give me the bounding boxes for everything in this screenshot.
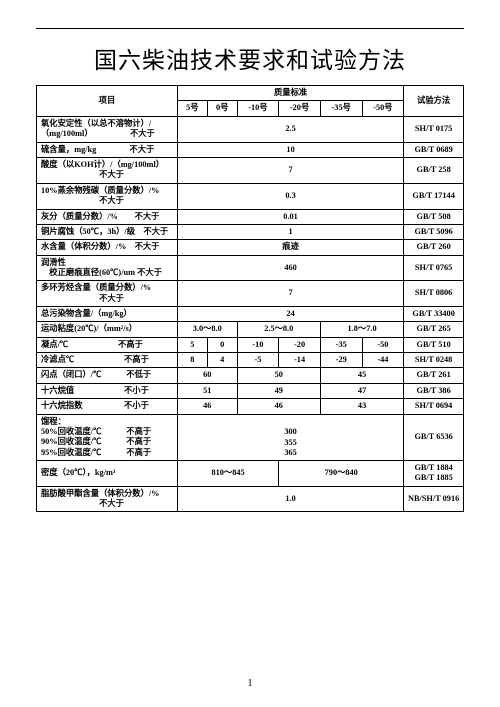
r7-m: GB/T 260 bbox=[404, 240, 464, 255]
r19-label: 脂肪酸甲酯含量（体积分数）/% 不大于 bbox=[37, 486, 178, 512]
r7-label: 水含量（体积分数）/% 不大于 bbox=[37, 240, 178, 255]
r13-2: -5 bbox=[237, 353, 279, 368]
r12-3: -20 bbox=[279, 337, 321, 352]
r13-1: 4 bbox=[207, 353, 237, 368]
r3-m: GB/T 258 bbox=[404, 158, 464, 184]
r8-label: 润滑性 校正磨痕直径(60℃)/um 不大于 bbox=[37, 255, 178, 281]
r12-label: 凝点/℃ 不高于 bbox=[37, 337, 178, 352]
hdr-spec: 质量标准 bbox=[177, 86, 403, 101]
r16-m: SH/T 0694 bbox=[404, 399, 464, 414]
r3-label: 酸度（以KOH计）/（mg/100ml） 不大于 bbox=[37, 158, 178, 184]
r3-val: 7 bbox=[177, 158, 403, 184]
r1-label: 氧化安定性（以总不溶物计）/（mg/100ml） 不大于 bbox=[37, 116, 178, 142]
r17-m: GB/T 6536 bbox=[404, 414, 464, 460]
r16-b: 46 bbox=[237, 399, 320, 414]
r4-m: GB/T 17144 bbox=[404, 183, 464, 209]
r1-val: 2.5 bbox=[177, 116, 403, 142]
r18-label: 密度（20℃），kg/m³ bbox=[37, 460, 178, 486]
r14-a: 60 bbox=[177, 368, 237, 383]
r14-m: GB/T 261 bbox=[404, 368, 464, 383]
r14-label: 闪点（闭口）/℃ 不低于 bbox=[37, 368, 178, 383]
r4-val: 0.3 bbox=[177, 183, 403, 209]
r13-m: SH/T 0248 bbox=[404, 353, 464, 368]
r12-0: 5 bbox=[177, 337, 207, 352]
r19-v: 1.0 bbox=[177, 486, 403, 512]
r18-a: 810～845 bbox=[177, 460, 278, 486]
r12-2: -10 bbox=[237, 337, 279, 352]
r15-m: GB/T 386 bbox=[404, 383, 464, 398]
r13-4: -29 bbox=[320, 353, 362, 368]
r16-a: 46 bbox=[177, 399, 237, 414]
doc-title: 国六柴油技术要求和试验方法 bbox=[36, 41, 464, 75]
r6-label: 铜片腐蚀（50℃，3h）/级 不大于 bbox=[37, 224, 178, 239]
spec-table: 项目 质量标准 试验方法 5号 0号 -10号 -20号 -35号 -50号 氧… bbox=[36, 85, 464, 512]
r2-label: 硫含量，mg/kg 不大于 bbox=[37, 142, 178, 157]
r2-val: 10 bbox=[177, 142, 403, 157]
r17-label: 馏程： 50%回收温度/℃ 不高于 90%回收温度/℃ 不高于 95%回收温度/… bbox=[37, 414, 178, 460]
r13-0: 8 bbox=[177, 353, 207, 368]
hdr-g3: -10号 bbox=[237, 101, 279, 116]
r11-m: GB/T 265 bbox=[404, 322, 464, 337]
r15-label: 十六烷值 不小于 bbox=[37, 383, 178, 398]
r19-m: NB/SH/T 0916 bbox=[404, 486, 464, 512]
r16-c: 43 bbox=[320, 399, 403, 414]
top-rule bbox=[36, 28, 464, 29]
r11-label: 运动粘度(20℃)/（mm²/s） bbox=[37, 322, 178, 337]
r11-c: 1.8～7.0 bbox=[320, 322, 403, 337]
r11-b: 2.5～8.0 bbox=[237, 322, 320, 337]
r5-m: GB/T 508 bbox=[404, 209, 464, 224]
r15-c: 47 bbox=[320, 383, 403, 398]
r13-label: 冷滤点℃ 不高于 bbox=[37, 353, 178, 368]
r17-vals: 300 355 365 bbox=[177, 414, 403, 460]
r4-label: 10%蒸余物残碳（质量分数）/% 不大于 bbox=[37, 183, 178, 209]
r6-m: GB/T 5096 bbox=[404, 224, 464, 239]
hdr-g5: -35号 bbox=[320, 101, 362, 116]
r12-5: -50 bbox=[362, 337, 404, 352]
r13-3: -14 bbox=[279, 353, 321, 368]
r10-m: GB/T 33400 bbox=[404, 307, 464, 322]
r15-b: 49 bbox=[237, 383, 320, 398]
hdr-method: 试验方法 bbox=[404, 86, 464, 117]
r5-val: 0.01 bbox=[177, 209, 403, 224]
r13-5: -44 bbox=[362, 353, 404, 368]
r1-m: SH/T 0175 bbox=[404, 116, 464, 142]
r18-m: GB/T 1884 GB/T 1885 bbox=[404, 460, 464, 486]
r8-val: 460 bbox=[177, 255, 403, 281]
r14-b: 50 bbox=[237, 368, 320, 383]
r8-m: SH/T 0765 bbox=[404, 255, 464, 281]
page-number: 1 bbox=[0, 678, 500, 689]
r9-m: SH/T 0806 bbox=[404, 281, 464, 307]
r15-a: 51 bbox=[177, 383, 237, 398]
r9-val: 7 bbox=[177, 281, 403, 307]
r5-label: 灰分（质量分数）/% 不大于 bbox=[37, 209, 178, 224]
r14-c: 45 bbox=[320, 368, 403, 383]
hdr-g6: -50号 bbox=[362, 101, 404, 116]
hdr-g1: 5号 bbox=[177, 101, 207, 116]
r2-m: GB/T 0689 bbox=[404, 142, 464, 157]
r18-b: 790～840 bbox=[279, 460, 404, 486]
r12-m: GB/T 510 bbox=[404, 337, 464, 352]
r9-label: 多环芳烃含量（质量分数）/% 不大于 bbox=[37, 281, 178, 307]
hdr-g4: -20号 bbox=[279, 101, 321, 116]
r7-val: 痕迹 bbox=[177, 240, 403, 255]
r11-a: 3.0～8.0 bbox=[177, 322, 237, 337]
r6-val: 1 bbox=[177, 224, 403, 239]
r12-4: -35 bbox=[320, 337, 362, 352]
r16-label: 十六烷指数 不小于 bbox=[37, 399, 178, 414]
hdr-g2: 0号 bbox=[207, 101, 237, 116]
r10-label: 总污染物含量/（mg/kg） bbox=[37, 307, 178, 322]
hdr-item: 项目 bbox=[37, 86, 178, 117]
r12-1: 0 bbox=[207, 337, 237, 352]
r10-val: 24 bbox=[177, 307, 403, 322]
